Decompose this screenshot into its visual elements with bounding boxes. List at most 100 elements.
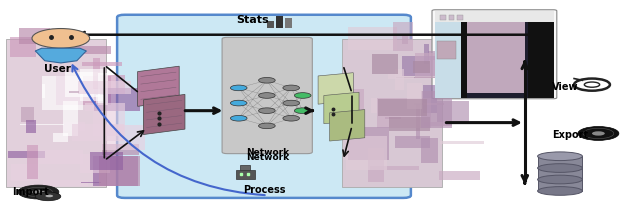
- Bar: [21, 107, 35, 122]
- Bar: [42, 84, 45, 98]
- Circle shape: [283, 85, 300, 91]
- Polygon shape: [138, 66, 179, 106]
- Bar: [423, 84, 436, 113]
- Bar: [236, 170, 255, 179]
- Text: View: View: [552, 82, 578, 92]
- Bar: [461, 22, 554, 98]
- Bar: [81, 182, 101, 183]
- Bar: [395, 69, 404, 90]
- Bar: [80, 154, 109, 173]
- Circle shape: [45, 195, 53, 197]
- Bar: [267, 21, 274, 28]
- Bar: [285, 18, 292, 28]
- Bar: [93, 88, 140, 111]
- Bar: [20, 124, 65, 125]
- Bar: [63, 122, 85, 131]
- Circle shape: [35, 192, 61, 201]
- Circle shape: [18, 185, 59, 199]
- Text: Import: Import: [12, 187, 49, 197]
- Circle shape: [578, 127, 619, 140]
- Bar: [56, 76, 111, 105]
- Bar: [77, 81, 131, 94]
- Bar: [437, 41, 456, 59]
- Polygon shape: [330, 110, 365, 141]
- Bar: [53, 133, 68, 142]
- Bar: [424, 122, 452, 126]
- Bar: [463, 22, 525, 93]
- Bar: [421, 138, 438, 163]
- Bar: [342, 89, 364, 125]
- Bar: [348, 28, 397, 50]
- Bar: [420, 91, 452, 128]
- Bar: [388, 74, 413, 79]
- Bar: [527, 22, 554, 98]
- Bar: [99, 156, 140, 186]
- Bar: [68, 35, 80, 41]
- Bar: [63, 101, 78, 136]
- Bar: [388, 117, 429, 131]
- Circle shape: [283, 100, 300, 106]
- Bar: [416, 104, 420, 139]
- Bar: [240, 165, 250, 170]
- Text: User: User: [44, 64, 70, 74]
- Text: Process: Process: [243, 185, 285, 195]
- Bar: [385, 117, 401, 119]
- Bar: [19, 28, 54, 44]
- Bar: [368, 148, 384, 182]
- Bar: [72, 124, 124, 141]
- Bar: [65, 72, 100, 97]
- Bar: [276, 16, 283, 28]
- Bar: [99, 72, 108, 105]
- Bar: [348, 127, 389, 160]
- Bar: [100, 125, 145, 150]
- Bar: [402, 36, 408, 44]
- Bar: [435, 11, 554, 22]
- Circle shape: [259, 108, 275, 113]
- Bar: [378, 99, 427, 116]
- Bar: [90, 152, 123, 170]
- FancyBboxPatch shape: [432, 10, 557, 99]
- Polygon shape: [35, 48, 86, 63]
- Bar: [457, 15, 463, 20]
- Bar: [449, 15, 454, 20]
- Polygon shape: [143, 94, 185, 135]
- Bar: [26, 145, 38, 179]
- Bar: [378, 98, 431, 128]
- Bar: [6, 39, 106, 187]
- Circle shape: [294, 108, 311, 113]
- Text: Network: Network: [246, 153, 289, 162]
- Bar: [346, 136, 387, 170]
- Bar: [10, 37, 36, 57]
- Circle shape: [230, 100, 247, 106]
- Bar: [51, 23, 79, 42]
- Bar: [85, 103, 125, 111]
- Bar: [415, 53, 440, 78]
- Bar: [93, 111, 125, 136]
- Ellipse shape: [538, 187, 582, 195]
- Bar: [461, 22, 467, 98]
- Ellipse shape: [538, 164, 582, 172]
- Circle shape: [259, 93, 275, 98]
- Bar: [11, 164, 39, 181]
- Bar: [93, 58, 100, 89]
- Text: Network: Network: [246, 148, 289, 158]
- Bar: [413, 61, 430, 73]
- Bar: [440, 141, 484, 144]
- Bar: [8, 151, 45, 158]
- Bar: [440, 171, 480, 180]
- Bar: [369, 166, 419, 170]
- Ellipse shape: [538, 175, 582, 184]
- Bar: [68, 46, 111, 54]
- Polygon shape: [318, 73, 353, 104]
- Bar: [38, 150, 83, 164]
- Bar: [393, 23, 413, 51]
- Bar: [80, 69, 104, 101]
- Circle shape: [592, 131, 605, 136]
- Bar: [440, 15, 446, 20]
- Circle shape: [32, 29, 90, 48]
- FancyBboxPatch shape: [117, 15, 411, 198]
- Circle shape: [259, 77, 275, 83]
- Bar: [47, 35, 51, 51]
- Bar: [396, 77, 450, 78]
- Bar: [403, 56, 443, 76]
